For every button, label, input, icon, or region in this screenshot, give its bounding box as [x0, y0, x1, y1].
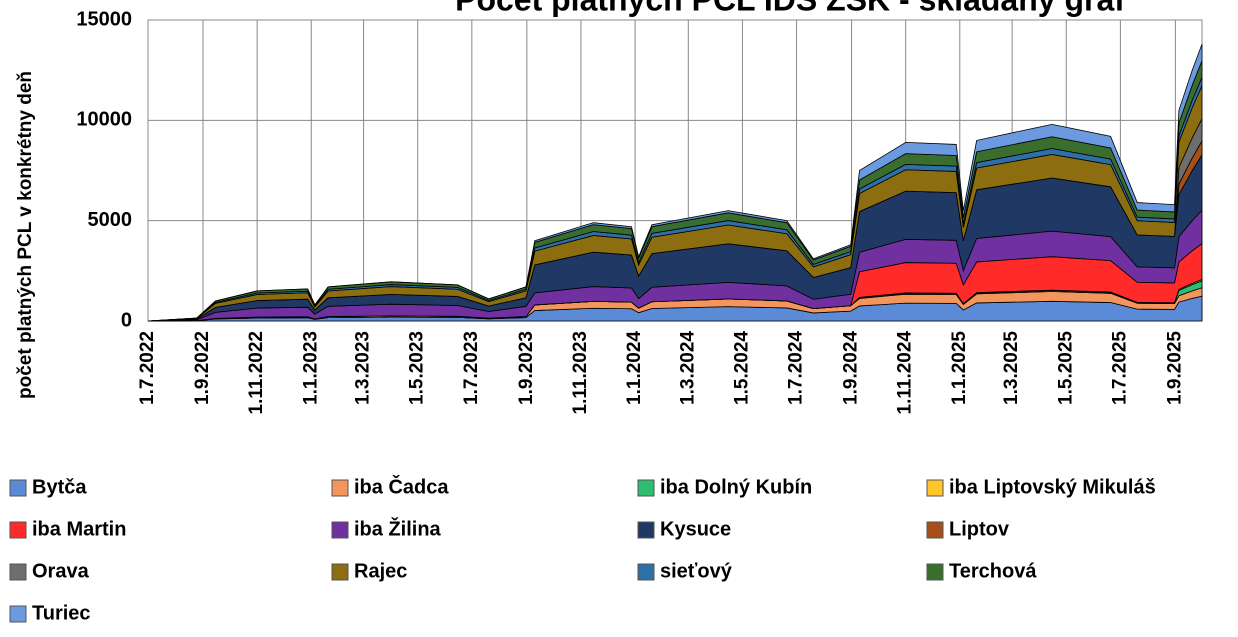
- legend-swatch: [331, 521, 349, 539]
- x-tick-label: 1.11.2022: [246, 331, 267, 414]
- x-tick-label: 1.3.2023: [353, 331, 374, 405]
- legend-swatch: [926, 563, 944, 581]
- x-tick-label: 1.9.2025: [1164, 331, 1185, 405]
- legend-swatch: [926, 521, 944, 539]
- x-tick-label: 1.3.2025: [1001, 331, 1022, 405]
- legend-label: Kysuce: [660, 518, 731, 540]
- area: [147, 43, 1203, 322]
- legend-label: iba Čadca: [354, 474, 449, 498]
- legend-label: Terchová: [949, 560, 1037, 582]
- x-tick-label: 1.5.2024: [731, 331, 752, 405]
- x-tick-label: 1.1.2024: [624, 331, 645, 405]
- x-tick-label: 1.5.2025: [1055, 331, 1076, 405]
- x-tick-label: 1.9.2022: [192, 331, 213, 405]
- x-tick-label: 1.9.2024: [841, 331, 862, 405]
- x-tick-label: 1.5.2023: [407, 331, 428, 405]
- legend-label: iba Liptovský Mikuláš: [949, 476, 1156, 498]
- legend-swatch: [9, 605, 27, 623]
- legend-swatch: [926, 479, 944, 497]
- legend-swatch: [9, 479, 27, 497]
- legend-swatch: [637, 479, 655, 497]
- legend-label: sieťový: [660, 560, 733, 582]
- y-tick-label: 10000: [76, 109, 132, 131]
- x-tick-label: 1.11.2023: [570, 331, 591, 414]
- chart-title: Počet platných PCL IDS ŽSK - skladaný gr…: [455, 0, 1125, 17]
- legend-swatch: [637, 563, 655, 581]
- x-tick-label: 1.7.2025: [1109, 331, 1130, 405]
- x-tick-label: 1.1.2023: [300, 331, 321, 405]
- y-tick-label: 5000: [88, 209, 133, 231]
- legend-label: Liptov: [949, 518, 1010, 540]
- x-tick-label: 1.3.2024: [677, 331, 698, 405]
- y-tick-label: 0: [121, 309, 132, 331]
- legend-label: Bytča: [32, 476, 87, 498]
- legend-swatch: [637, 521, 655, 539]
- legend-label: iba Dolný Kubín: [660, 476, 812, 498]
- legend-label: iba Martin: [32, 518, 126, 540]
- legend-swatch: [331, 563, 349, 581]
- y-axis-label: počet platných PCL v konkrétny deň: [15, 71, 36, 399]
- x-tick-label: 1.7.2022: [137, 331, 158, 405]
- legend-swatch: [9, 563, 27, 581]
- x-tick-label: 1.7.2023: [461, 331, 482, 405]
- x-tick-label: 1.7.2024: [786, 331, 807, 405]
- x-tick-label: 1.9.2023: [516, 331, 537, 405]
- y-tick-label: 15000: [76, 8, 132, 30]
- legend-label: Orava: [32, 560, 90, 582]
- x-tick-label: 1.1.2025: [949, 331, 970, 405]
- legend-label: Turiec: [32, 602, 91, 624]
- legend-swatch: [9, 521, 27, 539]
- x-tick-label: 1.11.2024: [895, 331, 916, 415]
- legend-label: Rajec: [354, 560, 407, 582]
- legend-swatch: [331, 479, 349, 497]
- legend-label: iba Žilina: [354, 516, 442, 540]
